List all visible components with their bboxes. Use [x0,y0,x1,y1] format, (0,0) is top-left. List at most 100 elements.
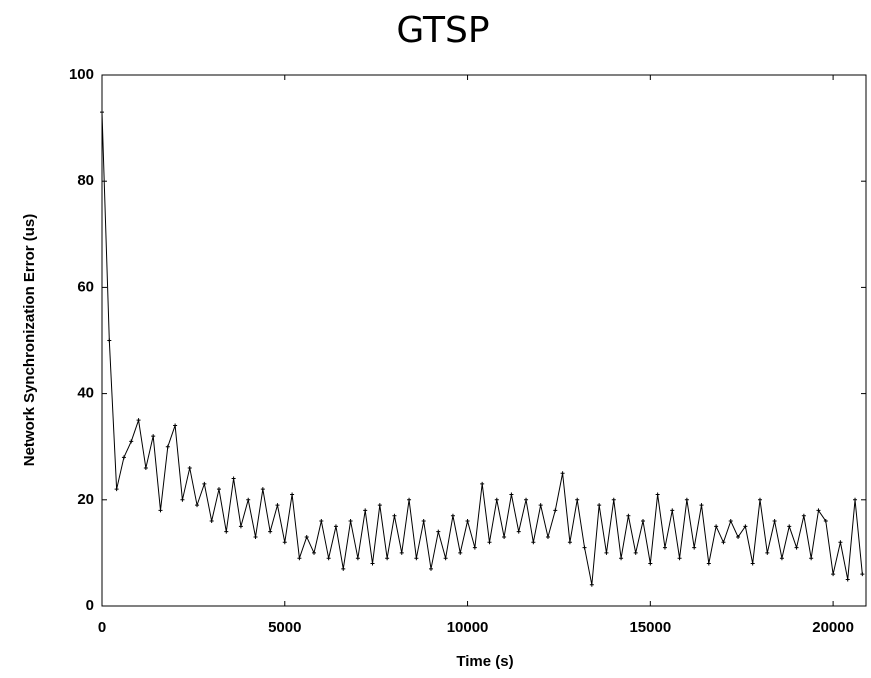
x-tick-label: 15000 [629,619,671,636]
point-marker [165,444,170,449]
point-marker [516,529,521,534]
point-marker [480,481,485,486]
point-marker [312,550,317,555]
point-marker [428,566,433,571]
point-marker [202,481,207,486]
point-marker [714,524,719,529]
point-marker [743,524,748,529]
point-marker [706,561,711,566]
point-marker [487,540,492,545]
point-marker [787,524,792,529]
point-marker [531,540,536,545]
y-tick-label: 20 [77,491,94,508]
point-marker [465,519,470,524]
point-marker [750,561,755,566]
point-marker [779,556,784,561]
point-marker [575,497,580,502]
point-marker [151,434,156,439]
point-marker [224,529,229,534]
point-marker [655,492,660,497]
point-marker [502,534,507,539]
point-marker [757,497,762,502]
point-marker [195,503,200,508]
point-marker [377,503,382,508]
y-tick-label: 40 [77,385,94,402]
point-marker [180,497,185,502]
y-tick-label: 60 [77,278,94,295]
point-marker [831,572,836,577]
point-marker [173,423,178,428]
point-marker [692,545,697,550]
point-marker [253,534,258,539]
chart-title: GTSP [396,10,489,51]
point-marker [772,519,777,524]
y-tick-label: 100 [69,66,94,83]
point-marker [275,503,280,508]
point-marker [121,455,126,460]
point-marker [699,503,704,508]
point-marker [290,492,295,497]
point-marker [355,556,360,561]
y-tick-label: 0 [86,597,94,614]
point-marker [333,524,338,529]
point-marker [231,476,236,481]
point-marker [370,561,375,566]
point-marker [597,503,602,508]
point-marker [304,534,309,539]
point-marker [414,556,419,561]
point-marker [458,550,463,555]
point-marker [399,550,404,555]
x-axis-label: Time (s) [456,653,513,670]
x-tick-label: 0 [98,619,106,636]
point-marker [619,556,624,561]
point-marker [509,492,514,497]
point-marker [209,519,214,524]
point-marker [801,513,806,518]
point-marker [604,550,609,555]
point-marker [450,513,455,518]
point-marker [553,508,558,513]
point-marker [100,110,104,115]
point-marker [633,550,638,555]
point-marker [319,519,324,524]
plot-frame [101,74,867,607]
point-marker [677,556,682,561]
point-marker [341,566,346,571]
y-axis-label: Network Synchronization Error (us) [21,214,38,467]
point-marker [363,508,368,513]
point-marker [297,556,302,561]
point-marker [611,497,616,502]
point-marker [853,497,858,502]
line [101,112,863,585]
point-marker [494,497,499,502]
point-marker [385,556,390,561]
point-marker [421,519,426,524]
point-marker [114,487,119,492]
point-marker [736,534,741,539]
point-marker [326,556,331,561]
point-marker [282,540,287,545]
point-marker [582,545,587,550]
point-marker [560,471,565,476]
point-marker [648,561,653,566]
point-marker [845,577,850,582]
point-marker [670,508,675,513]
point-marker [794,545,799,550]
point-marker [626,513,631,518]
point-marker [443,556,448,561]
point-marker [662,545,667,550]
point-marker [838,540,843,545]
point-marker [472,545,477,550]
point-marker [860,572,865,577]
point-marker [684,497,689,502]
point-marker [268,529,273,534]
point-marker [823,519,828,524]
point-marker [187,465,192,470]
point-marker [238,524,243,529]
x-tick-label: 10000 [447,619,489,636]
point-marker [538,503,543,508]
point-marker [816,508,821,513]
point-marker [158,508,163,513]
point-marker [143,465,148,470]
